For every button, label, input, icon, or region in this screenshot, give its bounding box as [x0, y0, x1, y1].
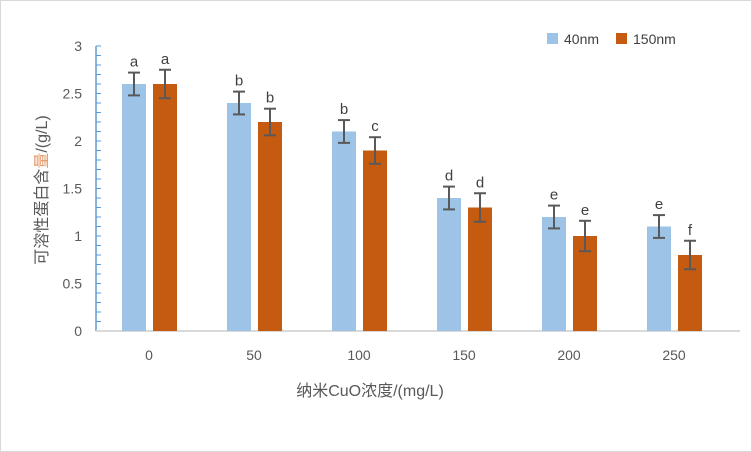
- bars: a a b b b c d d e e e f: [122, 51, 702, 331]
- x-tick-label: 250: [662, 347, 686, 363]
- y-tick-label: 0: [74, 323, 82, 339]
- bar-150nm-0: [153, 84, 177, 331]
- significance-letter: a: [161, 51, 170, 68]
- significance-letter: b: [266, 90, 274, 107]
- y-axis-title: 可溶性蛋白含量/(g/L): [33, 115, 51, 264]
- bar-40nm-250: [647, 226, 671, 331]
- significance-letter: e: [581, 202, 589, 219]
- bar-40nm-50: [227, 103, 251, 331]
- bar-40nm-200: [542, 217, 566, 331]
- significance-letter: c: [371, 118, 379, 135]
- legend-label-150nm: 150nm: [633, 31, 676, 47]
- bar-40nm-100: [332, 131, 356, 331]
- legend-label-40nm: 40nm: [564, 31, 599, 47]
- y-axis-title-part3: /(g/L): [34, 115, 51, 152]
- significance-letter: e: [550, 187, 558, 204]
- x-tick-label: 200: [557, 347, 581, 363]
- x-axis-title: 纳米CuO浓度/(mg/L): [296, 382, 444, 400]
- x-tick-label: 150: [452, 347, 476, 363]
- significance-letter: f: [688, 222, 693, 239]
- x-tick-label: 100: [347, 347, 371, 363]
- y-axis-title-part2: 量: [34, 153, 51, 169]
- bar-40nm-0: [122, 84, 146, 331]
- bar-150nm-100: [363, 150, 387, 331]
- y-axis: 0 0.5 1 1.5 2 2.5 3: [63, 38, 101, 339]
- y-tick-label: 2.5: [63, 86, 83, 102]
- significance-letter: d: [476, 174, 484, 191]
- legend-swatch-150nm: [616, 33, 627, 44]
- y-tick-label: 1: [74, 228, 82, 244]
- y-tick-label: 0.5: [63, 276, 83, 292]
- legend: 40nm 150nm: [547, 31, 676, 47]
- x-tick-label: 0: [145, 347, 153, 363]
- significance-letter: a: [130, 54, 139, 71]
- significance-letter: b: [340, 101, 348, 118]
- legend-swatch-40nm: [547, 33, 558, 44]
- y-tick-label: 1.5: [63, 181, 83, 197]
- y-tick-label: 3: [74, 38, 82, 54]
- bar-40nm-150: [437, 198, 461, 331]
- significance-letter: b: [235, 73, 243, 90]
- x-axis: 0 50 100 150 200 250: [96, 330, 740, 363]
- significance-letter: e: [655, 196, 663, 213]
- significance-letter: d: [445, 168, 453, 185]
- bar-150nm-150: [468, 207, 492, 331]
- x-tick-label: 50: [246, 347, 262, 363]
- bar-150nm-50: [258, 122, 282, 331]
- y-axis-title-part1: 可溶性蛋白含: [33, 169, 51, 265]
- y-tick-label: 2: [74, 133, 82, 149]
